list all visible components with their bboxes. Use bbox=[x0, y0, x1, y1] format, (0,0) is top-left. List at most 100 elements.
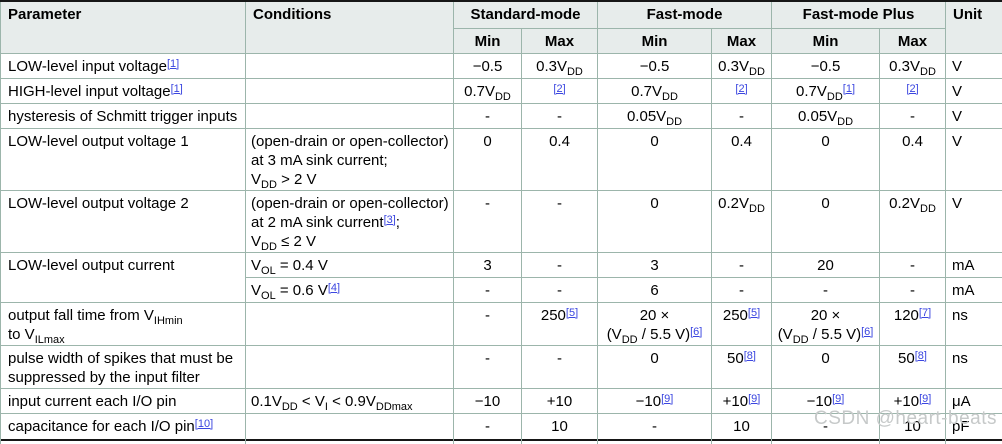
footnote-link[interactable]: [9] bbox=[919, 393, 931, 405]
column-header-fast-mode-plus: Fast-mode Plus bbox=[772, 2, 946, 28]
cell-value: 0 bbox=[598, 190, 712, 252]
footnote-link[interactable]: [1] bbox=[171, 83, 183, 95]
cell-conditions bbox=[246, 103, 454, 128]
cell-value: - bbox=[712, 103, 772, 128]
footnote-link[interactable]: [2] bbox=[906, 83, 918, 95]
table-row: hysteresis of Schmitt trigger inputs - -… bbox=[1, 103, 1002, 128]
cell-value: - bbox=[880, 277, 946, 302]
cell-value: - bbox=[522, 277, 598, 302]
footnote-link[interactable]: [5] bbox=[566, 307, 578, 319]
cell-value: - bbox=[454, 190, 522, 252]
cell-value: - bbox=[454, 345, 522, 388]
cell-parameter: LOW-level output voltage 1 bbox=[1, 128, 246, 190]
cell-unit: V bbox=[946, 190, 1002, 252]
column-header-fast-min: Min bbox=[598, 28, 712, 53]
cell-value: 0.2VDD bbox=[880, 190, 946, 252]
footnote-link[interactable]: [2] bbox=[735, 83, 747, 95]
cell-value: 0.05VDD bbox=[772, 103, 880, 128]
cell-value: - bbox=[454, 103, 522, 128]
cell-conditions bbox=[246, 302, 454, 345]
cell-value: −0.5 bbox=[598, 53, 712, 78]
cell-parameter: input current each I/O pin bbox=[1, 388, 246, 413]
footnote-link[interactable]: [4] bbox=[328, 282, 340, 294]
cell-value: - bbox=[880, 103, 946, 128]
cell-value: - bbox=[454, 302, 522, 345]
footnote-link[interactable]: [1] bbox=[167, 58, 179, 70]
cell-value: 0.3VDD bbox=[712, 53, 772, 78]
cell-unit: μA bbox=[946, 388, 1002, 413]
cell-value: 10 bbox=[522, 413, 598, 444]
cell-value: 20 ×(VDD / 5.5 V)[6] bbox=[772, 302, 880, 345]
cell-parameter: LOW-level output current bbox=[1, 252, 246, 302]
footnote-link[interactable]: [6] bbox=[861, 326, 873, 338]
cell-unit: pF bbox=[946, 413, 1002, 444]
cell-parameter: LOW-level input voltage[1] bbox=[1, 53, 246, 78]
footnote-link[interactable]: [6] bbox=[690, 326, 702, 338]
footnote-link[interactable]: [1] bbox=[843, 83, 855, 95]
cell-parameter: HIGH-level input voltage[1] bbox=[1, 78, 246, 103]
cell-conditions: (open-drain or open-collector)at 2 mA si… bbox=[246, 190, 454, 252]
cell-value: [2] bbox=[712, 78, 772, 103]
cell-value: −0.5 bbox=[454, 53, 522, 78]
cell-unit: ns bbox=[946, 345, 1002, 388]
cell-value: 50[8] bbox=[712, 345, 772, 388]
cell-value: 3 bbox=[454, 252, 522, 277]
cell-value: −10 bbox=[454, 388, 522, 413]
footnote-link[interactable]: [9] bbox=[748, 393, 760, 405]
cell-unit: V bbox=[946, 128, 1002, 190]
column-header-fmp-min: Min bbox=[772, 28, 880, 53]
cell-value: 0 bbox=[772, 345, 880, 388]
footnote-link[interactable]: [3] bbox=[384, 214, 396, 226]
cell-value: 0 bbox=[598, 345, 712, 388]
footnote-link[interactable]: [2] bbox=[553, 83, 565, 95]
cell-value: +10 bbox=[522, 388, 598, 413]
cell-value: - bbox=[772, 413, 880, 444]
cell-value: +10[9] bbox=[712, 388, 772, 413]
cell-value: - bbox=[598, 413, 712, 444]
cell-unit: V bbox=[946, 78, 1002, 103]
cell-value: 6 bbox=[598, 277, 712, 302]
cell-value: - bbox=[772, 277, 880, 302]
cell-value: 0 bbox=[772, 128, 880, 190]
cell-value: - bbox=[522, 190, 598, 252]
cell-value: - bbox=[454, 413, 522, 444]
cell-value: - bbox=[712, 277, 772, 302]
cell-value: [2] bbox=[880, 78, 946, 103]
column-header-standard-mode: Standard-mode bbox=[454, 2, 598, 28]
cell-conditions: (open-drain or open-collector)at 3 mA si… bbox=[246, 128, 454, 190]
footnote-link[interactable]: [10] bbox=[195, 418, 213, 430]
footnote-link[interactable]: [8] bbox=[915, 350, 927, 362]
cell-conditions bbox=[246, 345, 454, 388]
cell-value: 0.4 bbox=[712, 128, 772, 190]
footnote-link[interactable]: [8] bbox=[744, 350, 756, 362]
footnote-link[interactable]: [9] bbox=[661, 393, 673, 405]
column-header-fmp-max: Max bbox=[880, 28, 946, 53]
cell-value: 0.7VDD bbox=[598, 78, 712, 103]
cell-value: 20 bbox=[772, 252, 880, 277]
column-header-unit: Unit bbox=[946, 2, 1002, 53]
cell-value: +10[9] bbox=[880, 388, 946, 413]
footnote-link[interactable]: [7] bbox=[919, 307, 931, 319]
cell-value: 0.4 bbox=[880, 128, 946, 190]
cell-value: 250[5] bbox=[522, 302, 598, 345]
table-row: HIGH-level input voltage[1] 0.7VDD [2] 0… bbox=[1, 78, 1002, 103]
table-row: LOW-level output voltage 1 (open-drain o… bbox=[1, 128, 1002, 190]
cell-value: - bbox=[522, 103, 598, 128]
cell-value: −0.5 bbox=[772, 53, 880, 78]
cell-value: 10 bbox=[712, 413, 772, 444]
column-header-fast-max: Max bbox=[712, 28, 772, 53]
cell-value: 3 bbox=[598, 252, 712, 277]
cell-conditions bbox=[246, 78, 454, 103]
footnote-link[interactable]: [5] bbox=[748, 307, 760, 319]
footnote-link[interactable]: [9] bbox=[832, 393, 844, 405]
cell-parameter: LOW-level output voltage 2 bbox=[1, 190, 246, 252]
table-row: LOW-level output voltage 2 (open-drain o… bbox=[1, 190, 1002, 252]
cell-conditions: 0.1VDD < VI < 0.9VDDmax bbox=[246, 388, 454, 413]
cell-value: - bbox=[712, 252, 772, 277]
cell-value: −10[9] bbox=[772, 388, 880, 413]
cell-unit: mA bbox=[946, 252, 1002, 277]
cell-value: [2] bbox=[522, 78, 598, 103]
